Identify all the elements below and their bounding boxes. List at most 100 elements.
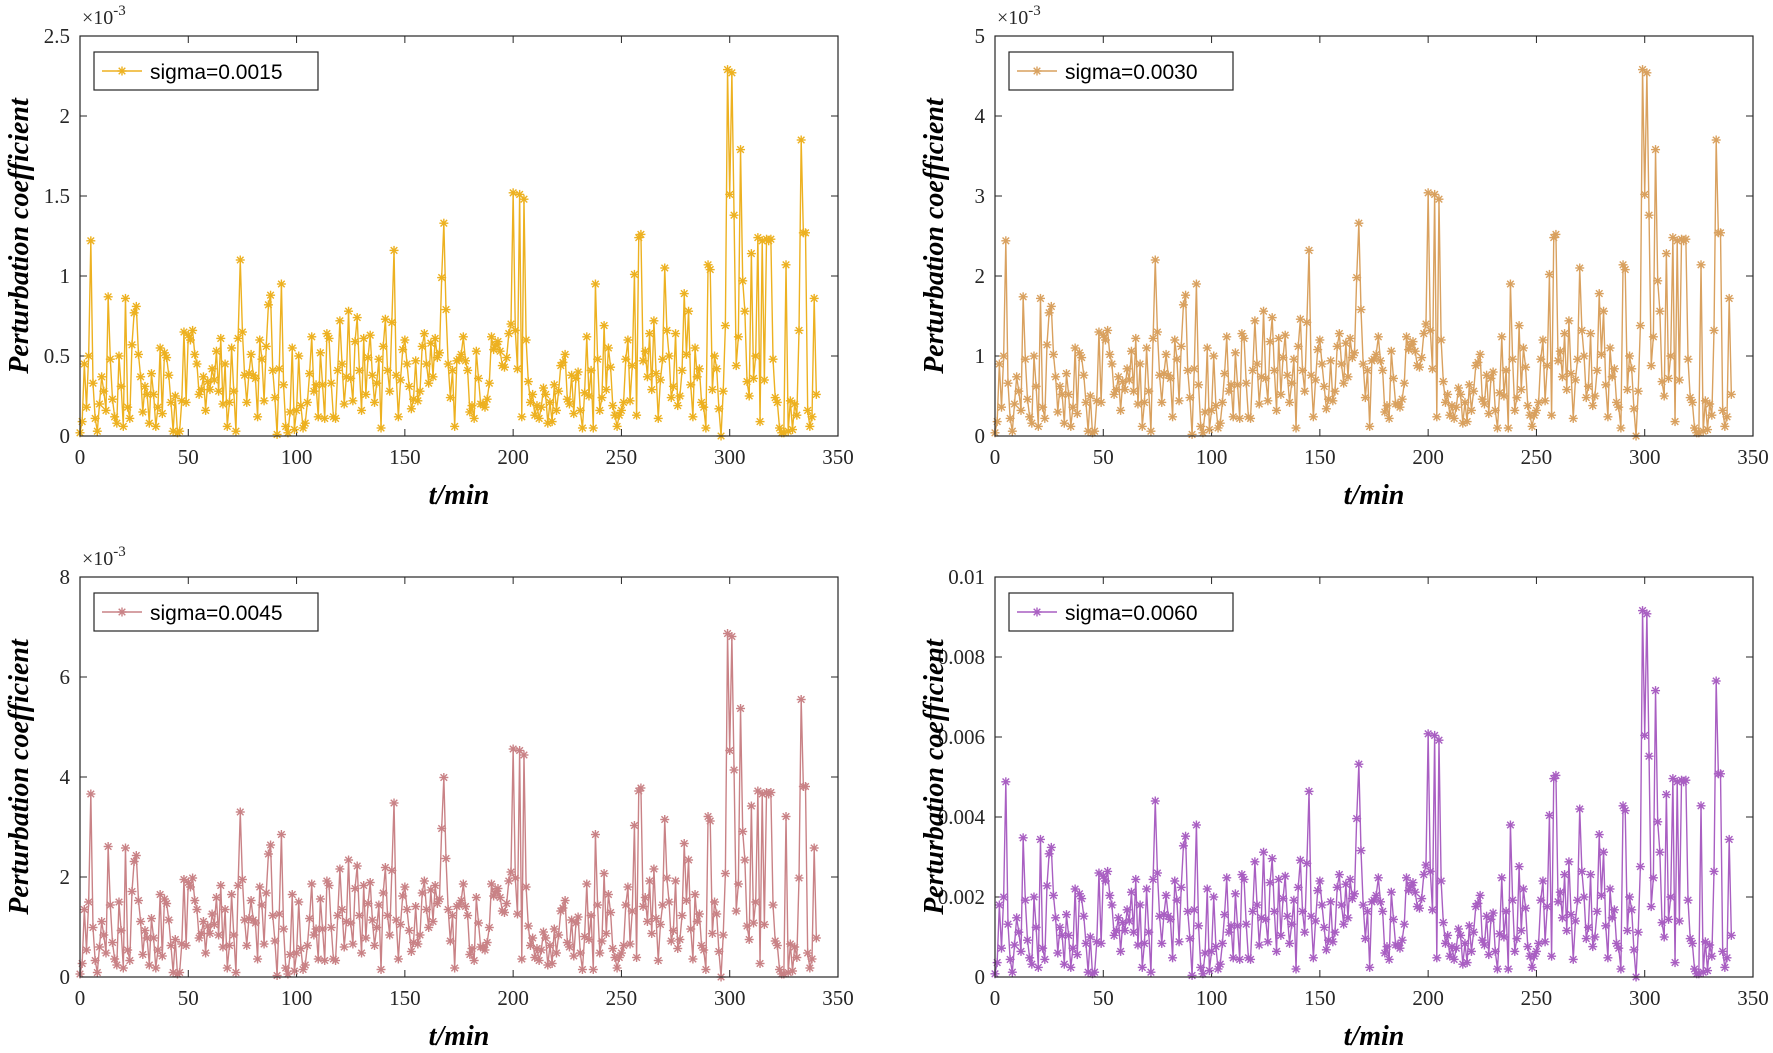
data-point (1434, 735, 1444, 745)
data-point (1575, 804, 1585, 814)
data-point (1176, 341, 1186, 351)
data-point (1579, 892, 1589, 902)
data-point (1161, 890, 1171, 900)
data-point (1044, 308, 1054, 318)
data-point (1397, 394, 1407, 404)
data-point (1150, 255, 1160, 265)
data-point (279, 380, 289, 390)
data-point (1648, 332, 1658, 342)
data-point (378, 888, 388, 898)
data-point (668, 381, 678, 391)
data-point (175, 426, 185, 436)
data-point (1531, 946, 1541, 956)
data-point (1339, 919, 1349, 929)
data-point (681, 349, 691, 359)
data-point (1304, 786, 1314, 796)
data-point (313, 412, 323, 422)
data-point (1560, 329, 1570, 339)
data-point (125, 956, 135, 965)
data-point (1267, 313, 1277, 323)
data-point (224, 397, 234, 407)
data-point (1683, 354, 1693, 364)
data-point (616, 405, 626, 415)
data-point (463, 365, 473, 375)
data-point (1508, 895, 1518, 905)
data-point (1254, 399, 1264, 409)
data-point (383, 365, 393, 375)
data-point (1035, 293, 1045, 303)
data-point (79, 359, 89, 369)
y-tick-label: 0 (975, 424, 986, 448)
data-point (551, 948, 561, 958)
data-point (1178, 300, 1188, 310)
data-point (658, 900, 668, 910)
x-tick-label: 0 (75, 445, 86, 469)
data-point (385, 386, 395, 396)
data-point (1577, 866, 1587, 876)
data-point (1644, 751, 1654, 761)
data-point (523, 921, 533, 931)
data-point (1594, 289, 1604, 299)
data-point (1449, 413, 1459, 423)
data-point (1609, 905, 1619, 915)
data-point (1228, 412, 1238, 422)
data-point (400, 335, 410, 345)
data-point (1414, 903, 1424, 913)
data-point (1547, 951, 1557, 961)
x-tick-label: 200 (497, 445, 529, 469)
data-point (84, 351, 94, 361)
data-point (1053, 407, 1063, 417)
x-tick-label: 250 (606, 986, 638, 1010)
data-point (549, 924, 559, 934)
data-point (718, 930, 728, 940)
data-point (1534, 397, 1544, 407)
data-point (720, 321, 730, 331)
data-point (144, 960, 154, 970)
data-point (131, 851, 141, 860)
data-point (534, 413, 544, 423)
data-point (1380, 948, 1390, 958)
data-point (1282, 370, 1292, 380)
data-point (1040, 413, 1050, 423)
data-point (1514, 321, 1524, 331)
data-point (1194, 380, 1204, 390)
data-point (357, 948, 367, 958)
data-point (517, 954, 527, 964)
legend: sigma=0.0045 (93, 592, 319, 632)
data-point (1302, 858, 1312, 868)
data-point (1020, 895, 1030, 905)
data-point (1042, 881, 1052, 891)
data-point (253, 954, 263, 964)
x-tick-label: 200 (1412, 986, 1444, 1010)
data-point (1417, 353, 1427, 363)
data-point (1484, 409, 1494, 419)
legend-marker-icon (117, 607, 127, 617)
data-point (153, 945, 163, 955)
data-point (805, 421, 815, 431)
data-point (192, 905, 202, 914)
data-point (712, 909, 722, 919)
data-point (181, 941, 191, 950)
data-point (1113, 372, 1123, 382)
x-tick-label: 0 (990, 986, 1001, 1010)
data-point (437, 273, 447, 283)
data-point (229, 386, 239, 396)
data-point (350, 884, 360, 893)
data-point (551, 405, 561, 415)
data-point (289, 425, 299, 435)
data-point (422, 905, 432, 914)
data-point (1096, 397, 1106, 407)
data-point (1518, 343, 1528, 353)
x-tick-label: 150 (389, 986, 421, 1010)
data-point (738, 276, 748, 286)
x-tick-label: 100 (281, 445, 313, 469)
data-point (1620, 265, 1630, 275)
data-point (415, 930, 425, 940)
data-point (541, 933, 551, 943)
data-point (1267, 854, 1277, 864)
data-point (1200, 948, 1210, 958)
data-point (1025, 953, 1035, 963)
data-point (231, 968, 241, 977)
x-tick-label: 200 (1412, 445, 1444, 469)
data-point (1334, 870, 1344, 880)
